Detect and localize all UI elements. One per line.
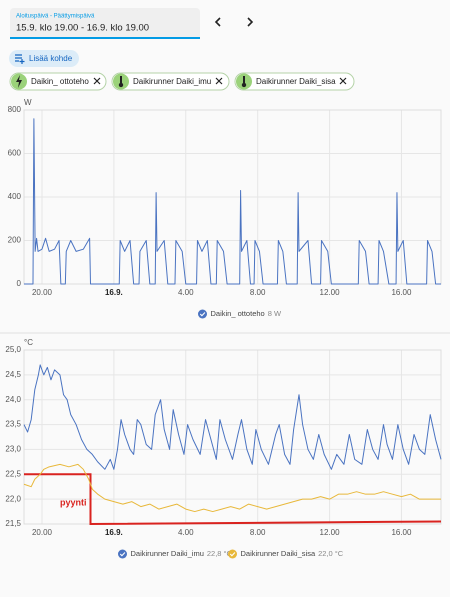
chip-icon bbox=[241, 76, 247, 88]
legend-item[interactable]: Daikin_ ottoteho 8 W bbox=[198, 309, 282, 319]
y-tick-label: 200 bbox=[8, 236, 22, 245]
y-tick-label: 600 bbox=[8, 149, 22, 158]
legend-item[interactable]: Daikirunner Daiki_sisa 22,0 °C bbox=[228, 549, 344, 559]
add-button[interactable]: Lisää kohde bbox=[9, 50, 79, 67]
legend-checkmark bbox=[199, 312, 206, 317]
x-tick-label: 4.00 bbox=[178, 528, 194, 537]
x-tick-label: 8.00 bbox=[250, 528, 266, 537]
x-tick-label: 12.00 bbox=[320, 528, 341, 537]
date-field-bg bbox=[10, 8, 200, 38]
legend-state: 8 W bbox=[268, 309, 282, 318]
chip: Daikin_ ottoteho bbox=[9, 72, 107, 91]
y-unit: °C bbox=[24, 338, 33, 347]
annotation-label: pyynti bbox=[60, 497, 87, 507]
legend-label: Daikin_ ottoteho 8 W bbox=[211, 309, 282, 318]
chip-remove[interactable] bbox=[93, 77, 101, 85]
x-tick-label: 20.00 bbox=[32, 528, 53, 537]
legend-checkmark bbox=[229, 552, 236, 557]
y-tick-label: 24,5 bbox=[5, 370, 21, 379]
legend-state: 22,0 °C bbox=[318, 549, 344, 558]
date-label: Aloituspäivä - Päättymispäivä bbox=[16, 14, 95, 20]
y-tick-label: 24,0 bbox=[5, 395, 21, 404]
x-tick-label: 8.00 bbox=[250, 288, 266, 297]
legend-checkmark bbox=[119, 552, 126, 557]
date-field[interactable]: Aloituspäivä - Päättymispäivä 15.9. klo … bbox=[10, 8, 200, 39]
legend-check bbox=[118, 549, 127, 559]
chip-icon bbox=[16, 75, 22, 88]
legend-label: Daikirunner Daiki_sisa 22,0 °C bbox=[241, 549, 344, 558]
series-line bbox=[23, 364, 442, 470]
chip-label: Daikirunner Daiki_imu bbox=[133, 77, 211, 86]
legend-state: 22,8 °C bbox=[207, 549, 233, 558]
y-tick-label: 22,0 bbox=[5, 494, 21, 503]
chip-bg bbox=[234, 72, 355, 91]
y-tick-label: 21,5 bbox=[5, 519, 21, 528]
x-tick-label: 16.9. bbox=[105, 528, 123, 537]
legend-check bbox=[228, 549, 237, 559]
y-tick-label: 400 bbox=[8, 192, 22, 201]
chip-label: Daikin_ ottoteho bbox=[31, 77, 89, 86]
legend-check bbox=[198, 309, 207, 319]
prev-button[interactable] bbox=[214, 17, 221, 27]
y-tick-label: 800 bbox=[8, 105, 22, 114]
chip-label: Daikirunner Daiki_sisa bbox=[256, 77, 336, 86]
chip-bg bbox=[9, 72, 107, 91]
chip: Daikirunner Daiki_imu bbox=[111, 72, 230, 91]
x-tick-label: 20.00 bbox=[32, 288, 53, 297]
y-tick-label: 23,5 bbox=[5, 420, 21, 429]
y-tick-label: 25,0 bbox=[5, 345, 21, 354]
legend-name: Daikirunner Daiki_imu bbox=[131, 549, 204, 558]
y-unit: W bbox=[24, 98, 32, 107]
add-button-bg bbox=[9, 50, 79, 67]
chip-bg bbox=[111, 72, 230, 91]
x-tick-label: 4.00 bbox=[178, 288, 194, 297]
series-line bbox=[24, 118, 441, 285]
y-tick-label: 0 bbox=[17, 279, 22, 288]
y-tick-label: 23,0 bbox=[5, 445, 21, 454]
add-button-label: Lisää kohde bbox=[29, 54, 73, 63]
legend-item[interactable]: Daikirunner Daiki_imu 22,8 °C bbox=[118, 549, 233, 559]
x-tick-label: 16.00 bbox=[391, 528, 412, 537]
chip-icon bbox=[118, 76, 124, 88]
x-tick-label: 16.00 bbox=[391, 288, 412, 297]
annotation-line bbox=[24, 473, 442, 526]
series-line bbox=[23, 463, 441, 513]
add-icon bbox=[15, 54, 25, 64]
legend-name: Daikin_ ottoteho bbox=[211, 309, 265, 318]
chip-remove[interactable] bbox=[339, 77, 347, 85]
x-tick-label: 12.00 bbox=[320, 288, 341, 297]
chip: Daikirunner Daiki_sisa bbox=[234, 72, 355, 91]
legend-name: Daikirunner Daiki_sisa bbox=[241, 549, 316, 558]
y-tick-label: 22,5 bbox=[5, 469, 21, 478]
next-button[interactable] bbox=[247, 17, 254, 27]
x-tick-label: 16.9. bbox=[105, 288, 123, 297]
chip-remove[interactable] bbox=[215, 77, 223, 85]
plot-border bbox=[23, 349, 442, 525]
legend-label: Daikirunner Daiki_imu 22,8 °C bbox=[131, 549, 233, 558]
date-value: 15.9. klo 19.00 - 16.9. klo 19.00 bbox=[16, 23, 149, 34]
